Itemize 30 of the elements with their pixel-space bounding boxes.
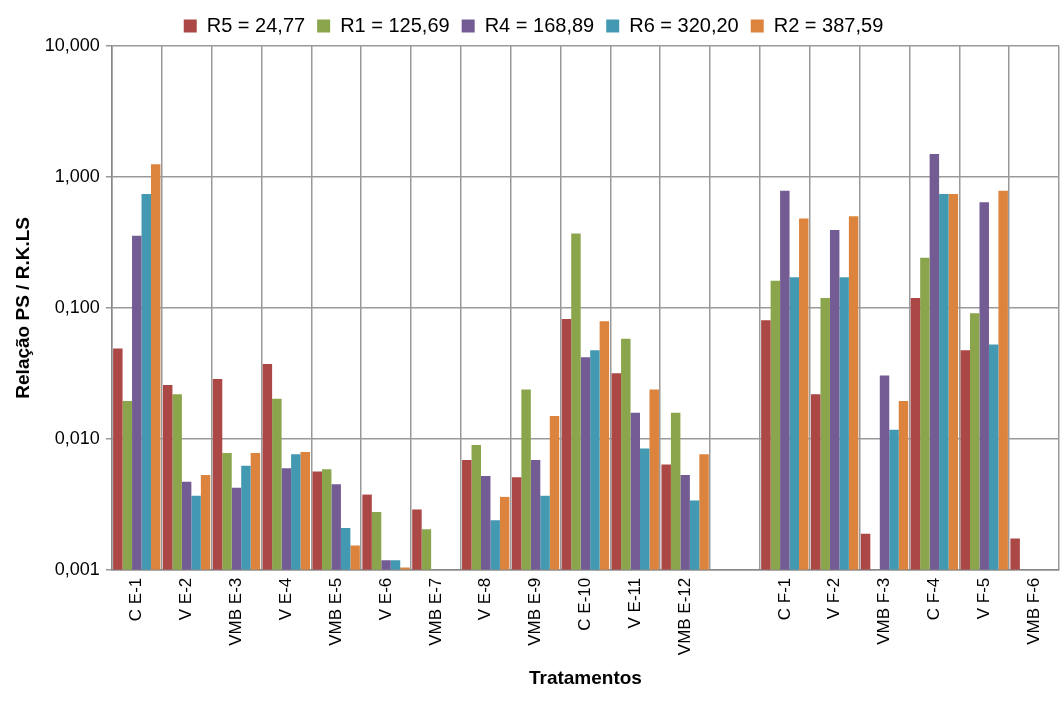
legend-label: R4 = 168,89 <box>484 13 595 36</box>
x-tick-label: V E-11 <box>624 577 644 629</box>
x-tick-label: V F-5 <box>973 577 993 620</box>
x-tick-label: VMB F-6 <box>1023 577 1043 645</box>
y-tick-label: 0,001 <box>54 558 100 579</box>
x-tick-label: V F-2 <box>824 577 844 620</box>
x-axis-title: Tratamentos <box>528 666 642 688</box>
y-axis-title: Relação PS / R.K.LS <box>11 217 33 399</box>
x-tick-label: VMB E-3 <box>226 577 246 646</box>
legend-label: R6 = 320,20 <box>629 13 739 36</box>
x-tick-label: C F-4 <box>924 577 944 621</box>
y-tick-label: 0,100 <box>54 296 100 317</box>
y-tick-label: 1,000 <box>54 165 100 186</box>
x-tick-label: V E-8 <box>475 577 495 621</box>
x-tick-label: C E-1 <box>126 577 146 622</box>
y-tick-label: 10,000 <box>44 34 100 55</box>
x-tick-label: VMB E-9 <box>525 577 545 646</box>
x-tick-label: V E-4 <box>276 577 296 621</box>
x-tick-label: V E-2 <box>176 577 196 621</box>
x-tick-label: C E-10 <box>575 577 595 631</box>
x-tick-label: VMB E-12 <box>674 577 694 656</box>
legend-label: R2 = 387,59 <box>773 13 884 36</box>
x-tick-label: VMB E-5 <box>325 577 345 646</box>
x-tick-label: C F-1 <box>774 577 794 621</box>
legend-label: R1 = 125,69 <box>340 13 450 36</box>
legend-label: R5 = 24,77 <box>206 13 306 36</box>
x-tick-label: VMB F-3 <box>874 577 894 645</box>
x-tick-label: VMB E-7 <box>425 577 445 646</box>
y-tick-label: 0,010 <box>54 427 100 448</box>
x-tick-label: V E-6 <box>375 577 395 621</box>
